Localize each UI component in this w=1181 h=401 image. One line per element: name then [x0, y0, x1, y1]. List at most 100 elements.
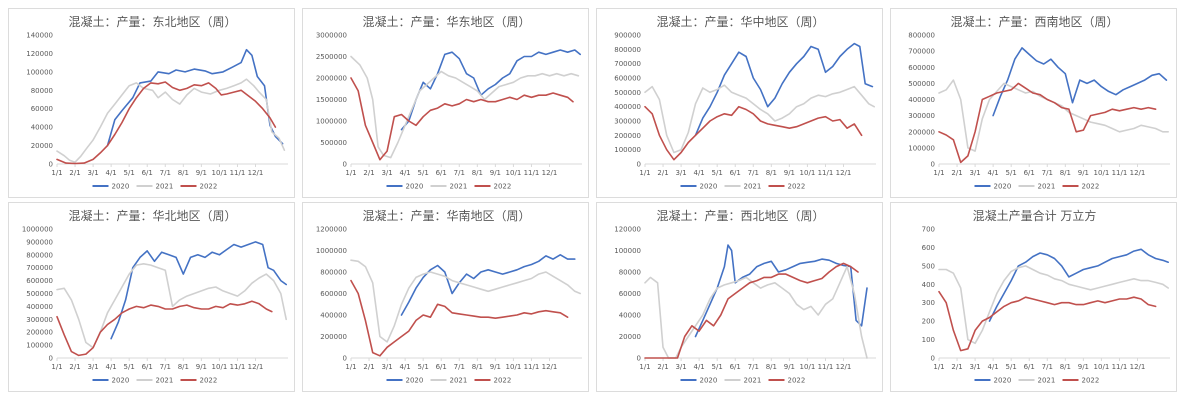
legend-label-2022: 2022 [1082, 377, 1100, 385]
x-tick-label: 6/1 [730, 363, 741, 371]
series-line-2021 [644, 84, 876, 154]
y-tick-label: 100000 [614, 146, 641, 154]
legend-label-2020: 2020 [406, 183, 424, 191]
x-tick-label: 7/1 [1042, 363, 1053, 371]
legend-label-2022: 2022 [494, 183, 512, 191]
y-tick-label: 700000 [26, 264, 53, 272]
chart-svg: 混凝土：产量：华中地区（周） 0 100000 200000 300000 400000 5… [614, 14, 876, 191]
series-line-2022 [56, 300, 273, 357]
x-tick-label: 7/1 [748, 169, 759, 177]
legend-label-2020: 2020 [994, 377, 1012, 385]
x-tick-label: 1/1 [345, 363, 356, 371]
legend-label-2020: 2020 [994, 183, 1012, 191]
x-tick-label: 4/1 [694, 169, 705, 177]
y-tick-label: 100000 [908, 144, 935, 152]
y-tick-label: 600000 [614, 75, 641, 83]
y-tick-label: 1000000 [316, 247, 347, 255]
series-line-2022 [644, 105, 863, 161]
series-line-2020 [694, 42, 874, 137]
y-tick-label: 200000 [320, 333, 347, 341]
y-tick-label: 200000 [26, 329, 53, 337]
x-tick-label: 1/1 [51, 363, 62, 371]
y-tick-label: 2000000 [316, 75, 347, 83]
x-tick-label: 6/1 [436, 363, 447, 371]
series-line-2021 [644, 265, 868, 359]
x-tick-label: 5/1 [1006, 169, 1017, 177]
y-tick-label: 0 [343, 161, 347, 169]
chart-title: 混凝土产量合计 万立方 [973, 208, 1097, 223]
chart-title: 混凝土：产量：东北地区（周） [68, 14, 236, 29]
y-tick-label: 3000000 [316, 32, 347, 40]
x-tick-label: 11/1 [818, 169, 834, 177]
series-line-2020 [106, 48, 284, 147]
x-tick-label: 2/1 [363, 169, 374, 177]
x-tick-label: 12/1 [542, 363, 558, 371]
y-tick-label: 60000 [619, 290, 641, 298]
y-tick-label: 20000 [31, 142, 53, 150]
y-tick-label: 900000 [614, 32, 641, 40]
x-tick-label: 12/1 [542, 169, 558, 177]
x-tick-label: 10/1 [1094, 363, 1110, 371]
x-tick-label: 5/1 [418, 363, 429, 371]
series-line-2022 [350, 77, 574, 161]
y-tick-label: 200 [922, 318, 935, 326]
y-tick-label: 400 [922, 281, 935, 289]
x-tick-label: 3/1 [969, 169, 980, 177]
x-tick-label: 8/1 [178, 169, 189, 177]
x-tick-label: 1/1 [51, 169, 62, 177]
y-tick-label: 1200000 [316, 226, 347, 234]
x-tick-label: 4/1 [106, 363, 117, 371]
x-tick-label: 11/1 [818, 363, 834, 371]
series-line-2021 [938, 79, 1170, 152]
x-tick-label: 9/1 [490, 363, 501, 371]
chart-title: 混凝土：产量：华南地区（周） [362, 208, 530, 223]
x-tick-label: 6/1 [730, 169, 741, 177]
y-tick-label: 500000 [908, 80, 935, 88]
y-tick-label: 500000 [614, 89, 641, 97]
y-tick-label: 0 [931, 355, 935, 363]
x-tick-label: 4/1 [988, 363, 999, 371]
x-tick-label: 8/1 [766, 363, 777, 371]
chart-svg: 混凝土：产量：华北地区（周） 0 100000 200000 300000 400000 5… [22, 208, 288, 385]
y-tick-label: 500 [922, 262, 935, 270]
x-tick-label: 1/1 [933, 169, 944, 177]
y-tick-label: 600000 [908, 64, 935, 72]
y-tick-label: 300 [922, 299, 935, 307]
x-tick-label: 12/1 [248, 363, 264, 371]
x-tick-label: 3/1 [381, 363, 392, 371]
x-tick-label: 1/1 [345, 169, 356, 177]
x-tick-label: 5/1 [124, 169, 135, 177]
x-tick-label: 12/1 [248, 169, 264, 177]
x-tick-label: 5/1 [712, 169, 723, 177]
x-tick-label: 10/1 [506, 363, 522, 371]
x-tick-label: 3/1 [87, 169, 98, 177]
legend-label-2021: 2021 [450, 377, 468, 385]
y-tick-label: 500000 [320, 139, 347, 147]
y-tick-label: 0 [931, 161, 935, 169]
x-tick-label: 2/1 [657, 363, 668, 371]
x-tick-label: 9/1 [196, 363, 207, 371]
chart-panel-8: 混凝土产量合计 万立方 0 100 200 300 400 500 600 700 1/1 2/1 3… [890, 202, 1177, 392]
y-tick-label: 0 [49, 161, 53, 169]
x-tick-label: 11/1 [230, 169, 246, 177]
chart-panel-7: 混凝土：产量：西北地区（周） 0 20000 40000 60000 80000 10000… [596, 202, 883, 392]
y-tick-label: 800000 [614, 46, 641, 54]
chart-title: 混凝土：产量：华东地区（周） [362, 14, 530, 29]
x-tick-label: 2/1 [657, 169, 668, 177]
series-line-2020 [992, 47, 1168, 117]
series-line-2022 [56, 81, 277, 165]
y-tick-label: 600000 [320, 290, 347, 298]
y-tick-label: 400000 [320, 312, 347, 320]
x-tick-label: 4/1 [694, 363, 705, 371]
y-tick-label: 40000 [619, 312, 641, 320]
y-tick-label: 120000 [614, 226, 641, 234]
chart-svg: 混凝土：产量：华东地区（周） 0 500000 1000000 1500000 20000… [316, 14, 582, 191]
chart-panel-3: 混凝土：产量：华中地区（周） 0 100000 200000 300000 400000 5… [596, 8, 883, 198]
y-tick-label: 300000 [26, 316, 53, 324]
y-tick-label: 900000 [26, 238, 53, 246]
y-tick-label: 800000 [320, 269, 347, 277]
x-tick-label: 9/1 [490, 169, 501, 177]
y-tick-label: 100000 [614, 247, 641, 255]
y-tick-label: 80000 [619, 269, 641, 277]
y-tick-label: 80000 [31, 87, 53, 95]
